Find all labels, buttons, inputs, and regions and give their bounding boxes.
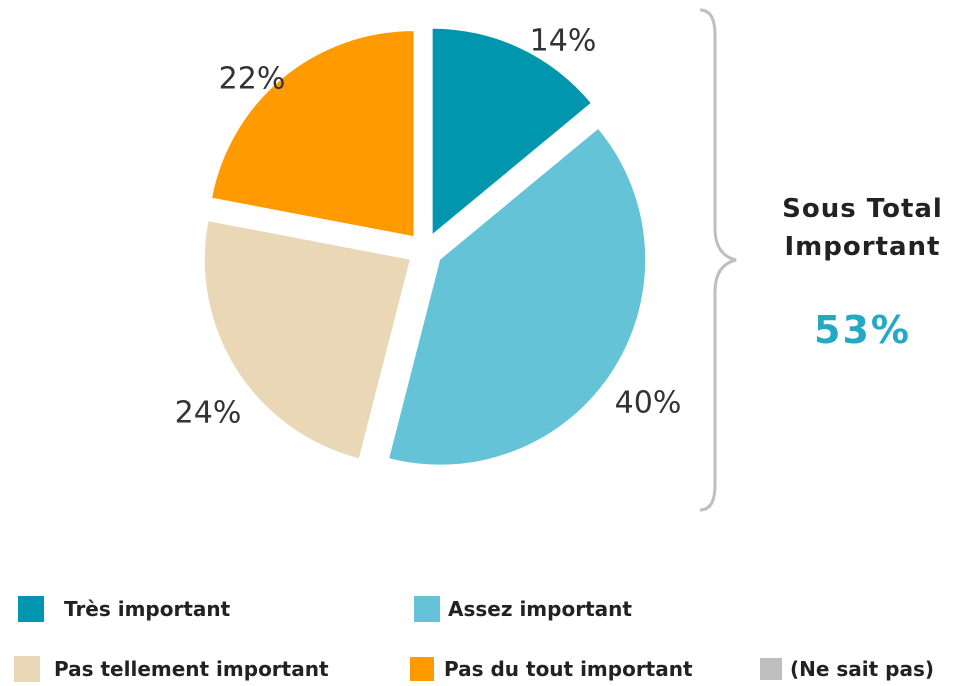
legend-label: Très important <box>64 597 231 621</box>
pie-label-tres-important: 14% <box>530 24 597 59</box>
subtotal-brace <box>699 8 737 512</box>
legend-swatch <box>18 596 44 622</box>
subtotal-title: Sous Total Important <box>760 190 965 266</box>
pie-slices <box>204 28 646 465</box>
pie-label-pas-du-tout-important: 22% <box>219 62 286 97</box>
subtotal-value: 53% <box>814 308 911 352</box>
legend-swatch <box>760 658 782 680</box>
legend-swatch <box>14 656 40 682</box>
legend-label: Assez important <box>448 597 632 621</box>
legend-label: Pas du tout important <box>444 657 693 681</box>
pie-labels: 14% 40% 24% 22% <box>175 24 682 431</box>
slice-pas-du-tout-important <box>212 31 414 237</box>
legend-label: Pas tellement important <box>54 657 329 681</box>
subtotal-title-line2: Important <box>784 232 941 262</box>
legend-swatch <box>410 657 434 681</box>
legend-label: (Ne sait pas) <box>790 657 935 681</box>
slice-tres-important <box>432 28 591 234</box>
pie-label-assez-important: 40% <box>615 386 682 421</box>
legend-item-pas-du-tout-important: Pas du tout important <box>410 654 693 684</box>
legend-item-assez-important: Assez important <box>414 594 632 624</box>
legend-item-tres-important: Très important <box>18 594 230 624</box>
legend-swatch <box>414 596 440 622</box>
subtotal-title-line1: Sous Total <box>782 194 943 224</box>
legend-item-ne-sait-pas: (Ne sait pas) <box>760 654 934 684</box>
pie-label-pas-tellement-important: 24% <box>175 396 242 431</box>
slice-assez-important <box>389 128 646 465</box>
slice-pas-tellement-important <box>204 221 410 459</box>
legend-item-pas-tellement-important: Pas tellement important <box>14 654 329 684</box>
